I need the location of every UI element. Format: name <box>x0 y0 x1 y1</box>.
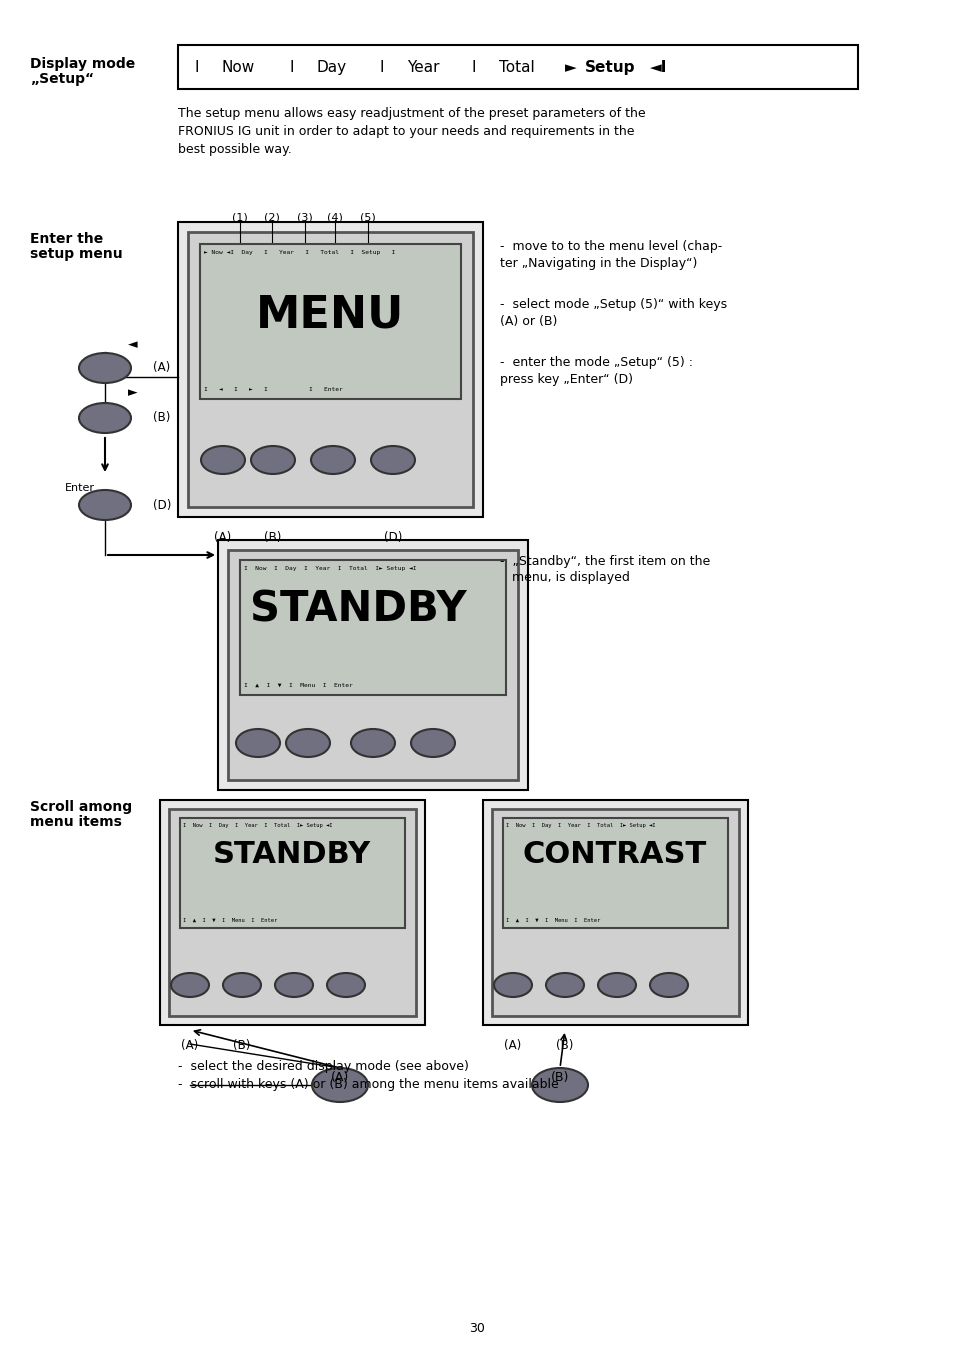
Text: Day: Day <box>316 59 347 76</box>
Text: Total: Total <box>498 59 535 76</box>
Text: (2): (2) <box>264 212 279 222</box>
Ellipse shape <box>286 730 330 757</box>
Bar <box>178 222 482 517</box>
Ellipse shape <box>649 973 687 997</box>
Text: (A): (A) <box>152 362 170 374</box>
Text: STANDBY: STANDBY <box>213 840 371 869</box>
Text: I   ◄   I   ►   I           I   Enter: I ◄ I ► I I Enter <box>204 386 342 392</box>
Text: (5): (5) <box>359 212 375 222</box>
Text: The setup menu allows easy readjustment of the preset parameters of the
FRONIUS : The setup menu allows easy readjustment … <box>178 107 645 155</box>
Ellipse shape <box>312 1069 368 1102</box>
Text: (4): (4) <box>327 212 342 222</box>
Ellipse shape <box>201 446 245 474</box>
Text: I  Now  I  Day  I  Year  I  Total  I► Setup ◄I: I Now I Day I Year I Total I► Setup ◄I <box>505 823 655 828</box>
Text: (B): (B) <box>556 1039 573 1052</box>
Text: 30: 30 <box>469 1323 484 1335</box>
Text: ►: ► <box>564 59 577 76</box>
Bar <box>188 232 473 507</box>
Ellipse shape <box>223 973 261 997</box>
Ellipse shape <box>79 403 131 434</box>
Text: (A): (A) <box>214 531 232 544</box>
Text: -  „Standby“, the first item on the
   menu, is displayed: - „Standby“, the first item on the menu,… <box>499 555 709 585</box>
Text: I: I <box>290 59 294 76</box>
Ellipse shape <box>494 973 532 997</box>
Ellipse shape <box>235 730 280 757</box>
Text: ► Now ◄I  Day   I   Year   I   Total   I  Setup   I: ► Now ◄I Day I Year I Total I Setup I <box>204 250 395 255</box>
Text: (B): (B) <box>152 412 171 424</box>
Text: (B): (B) <box>233 1039 251 1052</box>
Bar <box>218 540 527 790</box>
Text: Display mode: Display mode <box>30 57 135 72</box>
Text: (B): (B) <box>550 1071 569 1084</box>
Text: -  move to to the menu level (chap-
ter „Navigating in the Display“): - move to to the menu level (chap- ter „… <box>499 240 721 269</box>
Text: Setup: Setup <box>584 59 635 76</box>
Ellipse shape <box>274 973 313 997</box>
Text: I  ▲  I  ▼  I  Menu  I  Enter: I ▲ I ▼ I Menu I Enter <box>505 917 599 923</box>
Text: I: I <box>379 59 384 76</box>
Text: -  select mode „Setup (5)“ with keys
(A) or (B): - select mode „Setup (5)“ with keys (A) … <box>499 299 726 327</box>
Bar <box>482 800 747 1025</box>
Ellipse shape <box>251 446 294 474</box>
Ellipse shape <box>598 973 636 997</box>
Text: -  enter the mode „Setup“ (5) :
press key „Enter“ (D): - enter the mode „Setup“ (5) : press key… <box>499 357 692 385</box>
Text: „Setup“: „Setup“ <box>30 72 94 86</box>
Text: ◄: ◄ <box>128 339 137 351</box>
Text: (A): (A) <box>181 1039 198 1052</box>
Text: -  scroll with keys (A) or (B) among the menu items available: - scroll with keys (A) or (B) among the … <box>178 1078 558 1092</box>
Text: I  ▲  I  ▼  I  Menu  I  Enter: I ▲ I ▼ I Menu I Enter <box>244 684 353 688</box>
Text: menu items: menu items <box>30 815 122 830</box>
Bar <box>240 561 505 694</box>
Bar <box>169 809 416 1016</box>
Text: MENU: MENU <box>255 295 404 336</box>
Text: I  Now  I  Day  I  Year  I  Total  I► Setup ◄I: I Now I Day I Year I Total I► Setup ◄I <box>183 823 333 828</box>
Bar <box>178 45 857 89</box>
Text: (D): (D) <box>383 531 402 544</box>
Text: Enter: Enter <box>65 484 95 493</box>
Bar <box>200 245 460 399</box>
Ellipse shape <box>371 446 415 474</box>
Ellipse shape <box>79 490 131 520</box>
Bar <box>492 809 739 1016</box>
Bar <box>502 817 727 928</box>
Ellipse shape <box>327 973 365 997</box>
Bar <box>228 550 517 780</box>
Text: ►: ► <box>128 386 137 400</box>
Text: -  select the desired display mode (see above): - select the desired display mode (see a… <box>178 1061 468 1073</box>
Text: I  ▲  I  ▼  I  Menu  I  Enter: I ▲ I ▼ I Menu I Enter <box>183 917 277 923</box>
Text: I: I <box>472 59 476 76</box>
Text: (A): (A) <box>504 1039 521 1052</box>
Ellipse shape <box>532 1069 587 1102</box>
Ellipse shape <box>545 973 583 997</box>
Bar <box>160 800 424 1025</box>
Text: Enter the: Enter the <box>30 232 103 246</box>
Text: ◄I: ◄I <box>649 59 667 76</box>
Text: (A): (A) <box>331 1071 349 1084</box>
Bar <box>180 817 405 928</box>
Ellipse shape <box>79 353 131 382</box>
Text: CONTRAST: CONTRAST <box>522 840 706 869</box>
Text: (B): (B) <box>264 531 281 544</box>
Text: (3): (3) <box>296 212 313 222</box>
Text: Scroll among: Scroll among <box>30 800 132 815</box>
Ellipse shape <box>171 973 209 997</box>
Text: Now: Now <box>222 59 255 76</box>
Text: (D): (D) <box>152 499 172 512</box>
Text: (1): (1) <box>232 212 248 222</box>
Text: STANDBY: STANDBY <box>250 588 466 630</box>
Text: I: I <box>194 59 199 76</box>
Text: I  Now  I  Day  I  Year  I  Total  I► Setup ◄I: I Now I Day I Year I Total I► Setup ◄I <box>244 566 416 571</box>
Ellipse shape <box>311 446 355 474</box>
Ellipse shape <box>351 730 395 757</box>
Ellipse shape <box>411 730 455 757</box>
Text: Year: Year <box>407 59 439 76</box>
Text: setup menu: setup menu <box>30 247 123 261</box>
